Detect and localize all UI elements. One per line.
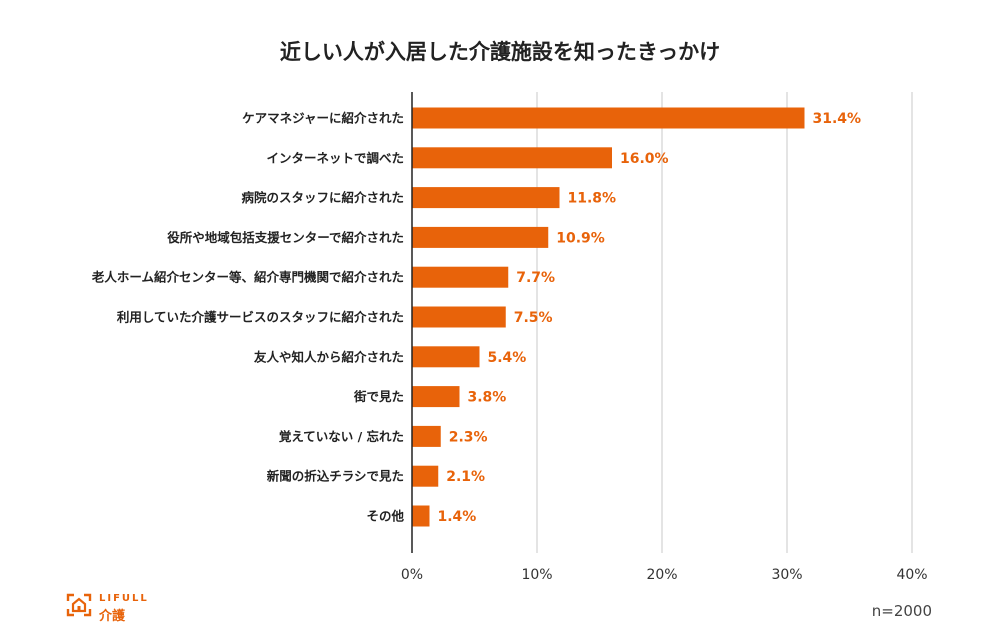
category-label: ケアマネジャーに紹介された xyxy=(242,111,404,126)
bar xyxy=(412,187,560,209)
category-label: 役所や地域包括支援センターで紹介された xyxy=(167,230,404,245)
category-label: 老人ホーム紹介センター等、紹介専門機関で紹介された xyxy=(91,270,404,285)
x-tick-label: 30% xyxy=(771,567,802,583)
x-tick-label: 10% xyxy=(521,567,552,583)
category-label: その他 xyxy=(366,509,404,524)
chart-title: 近しい人が入居した介護施設を知ったきっかけ xyxy=(279,40,721,64)
value-label: 2.1% xyxy=(446,469,485,485)
bar xyxy=(412,107,805,129)
value-label: 31.4% xyxy=(813,111,862,127)
value-label: 7.7% xyxy=(516,270,555,286)
x-tick-label: 20% xyxy=(646,567,677,583)
bar xyxy=(412,505,430,527)
category-label: 新聞の折込チラシで見た xyxy=(267,469,404,484)
value-label: 7.5% xyxy=(514,310,553,326)
value-label: 10.9% xyxy=(556,230,605,246)
bar xyxy=(412,306,506,328)
logo-sub-text: 介護 xyxy=(99,609,126,624)
value-label: 3.8% xyxy=(468,390,507,406)
logo-brand-text: LIFULL xyxy=(99,593,149,604)
category-label: インターネットで調べた xyxy=(266,150,404,165)
bar xyxy=(412,226,549,248)
value-label: 5.4% xyxy=(488,350,527,366)
bar xyxy=(412,147,612,169)
bar xyxy=(412,266,509,288)
sample-size-label: n=2000 xyxy=(871,602,932,620)
category-label: 病院のスタッフに紹介された xyxy=(241,190,404,205)
value-label: 2.3% xyxy=(449,429,488,445)
value-label: 1.4% xyxy=(438,509,477,525)
category-label: 覚えていない / 忘れた xyxy=(279,429,404,444)
category-label: 利用していた介護サービスのスタッフに紹介された xyxy=(117,310,404,325)
bar xyxy=(412,346,480,368)
bar xyxy=(412,386,460,408)
bar xyxy=(412,425,441,447)
house-logo-icon xyxy=(66,593,92,617)
bar xyxy=(412,465,439,487)
x-tick-label: 0% xyxy=(401,567,423,583)
x-tick-label: 40% xyxy=(896,567,927,583)
lifull-kaigo-logo: LIFULL 介護 xyxy=(66,592,166,624)
category-label: 友人や知人から紹介された xyxy=(253,349,404,364)
value-label: 16.0% xyxy=(620,151,669,167)
value-label: 11.8% xyxy=(568,191,617,207)
category-label: 街で見た xyxy=(353,389,404,404)
